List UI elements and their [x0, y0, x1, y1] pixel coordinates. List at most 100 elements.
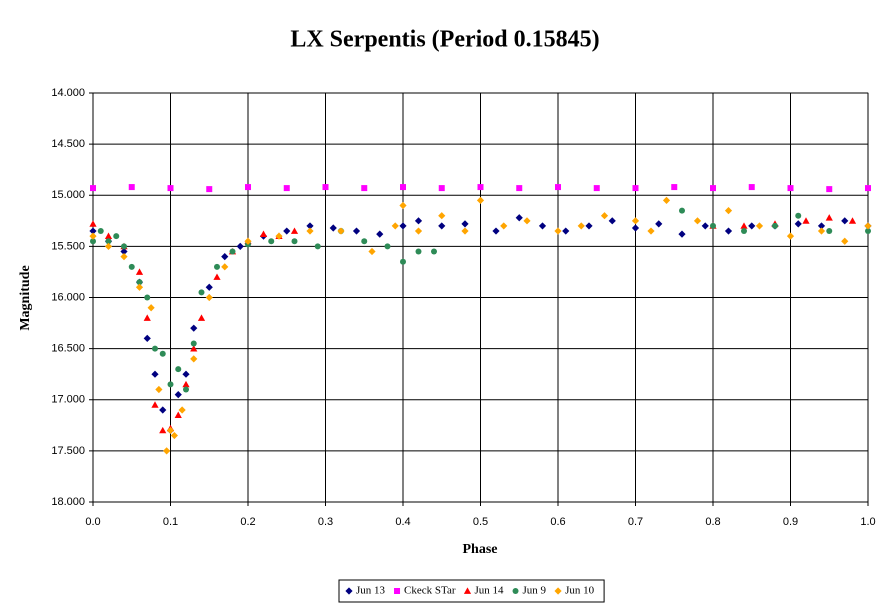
legend-label: Jun 9 [523, 585, 547, 597]
point [585, 222, 593, 230]
point [183, 386, 189, 393]
point [159, 426, 167, 434]
point [306, 222, 314, 230]
point [205, 283, 213, 291]
point [290, 227, 299, 234]
x-tick-label: 0.3 [318, 516, 333, 528]
point [748, 184, 755, 191]
point [399, 201, 407, 210]
legend-box [338, 579, 605, 603]
point [167, 381, 174, 388]
point [795, 212, 802, 219]
point [631, 217, 640, 225]
y-tick-label: 15.500 [51, 240, 85, 252]
point [693, 217, 702, 225]
x-tick-label: 0.9 [783, 516, 798, 528]
point [221, 253, 229, 261]
point [128, 184, 135, 191]
point [476, 196, 485, 204]
point [144, 294, 151, 301]
y-tick-label: 14.500 [51, 138, 85, 150]
point [817, 222, 826, 230]
point [229, 248, 236, 255]
point [147, 304, 155, 312]
x-axis-label: Phase [463, 542, 498, 557]
point [515, 214, 523, 222]
point [678, 230, 686, 238]
point [864, 222, 872, 230]
legend-marker [345, 587, 353, 595]
chart-title: LX Serpentis (Period 0.15845) [290, 27, 599, 53]
point [600, 212, 609, 220]
point [337, 227, 345, 235]
point [159, 406, 167, 414]
point [376, 230, 384, 238]
x-tick-label: 0.4 [395, 516, 410, 528]
legend-label: Ckeck STar [404, 585, 456, 597]
point [104, 232, 113, 240]
point [671, 184, 678, 191]
point [647, 227, 655, 235]
point [414, 217, 423, 225]
point [190, 340, 197, 347]
point [121, 243, 127, 250]
point [631, 224, 640, 232]
legend-marker [394, 588, 401, 594]
y-tick-label: 15.000 [51, 189, 85, 201]
legend: Jun 13 Ckeck STar Jun 14 Jun 9 Jun 10 [338, 579, 605, 603]
x-tick-label: 1.0 [860, 516, 875, 528]
x-tick-label: 0.6 [550, 516, 565, 528]
point [151, 401, 159, 408]
point [174, 411, 182, 418]
point [461, 220, 469, 228]
point [244, 237, 252, 245]
point [268, 238, 275, 245]
point [190, 355, 198, 363]
point [175, 366, 182, 373]
point [89, 227, 97, 235]
point [826, 186, 833, 193]
x-tick-label: 0.8 [705, 516, 720, 528]
point [152, 345, 158, 352]
point [562, 227, 570, 235]
point [841, 217, 849, 225]
legend-marker [554, 587, 562, 595]
point [104, 242, 113, 250]
point [90, 185, 96, 192]
point [205, 293, 213, 302]
point [787, 185, 794, 192]
legend-label: Jun 13 [356, 585, 386, 597]
y-tick-label: 18.000 [51, 496, 85, 508]
legend-marker [512, 588, 519, 594]
point [113, 233, 120, 240]
point [415, 248, 422, 255]
y-tick-label: 17.500 [51, 445, 85, 457]
point [500, 222, 508, 230]
point [97, 228, 104, 235]
point [438, 185, 445, 192]
y-tick-label: 17.000 [51, 394, 85, 406]
point [772, 222, 778, 229]
point [438, 222, 446, 230]
x-tick-label: 0.5 [473, 516, 488, 528]
point [314, 243, 321, 250]
point [136, 279, 143, 286]
point [128, 263, 135, 270]
point [701, 222, 709, 230]
point [554, 227, 562, 235]
point [516, 185, 523, 192]
point [662, 196, 671, 204]
point [492, 227, 500, 235]
point [236, 242, 244, 250]
point [291, 238, 298, 245]
point [608, 217, 616, 225]
point [724, 227, 733, 235]
point [740, 222, 748, 229]
point [170, 431, 178, 440]
point [724, 206, 733, 215]
point [197, 314, 206, 321]
x-tick-label: 0.7 [628, 516, 643, 528]
point [143, 314, 151, 321]
point [322, 184, 329, 191]
point [190, 345, 198, 352]
